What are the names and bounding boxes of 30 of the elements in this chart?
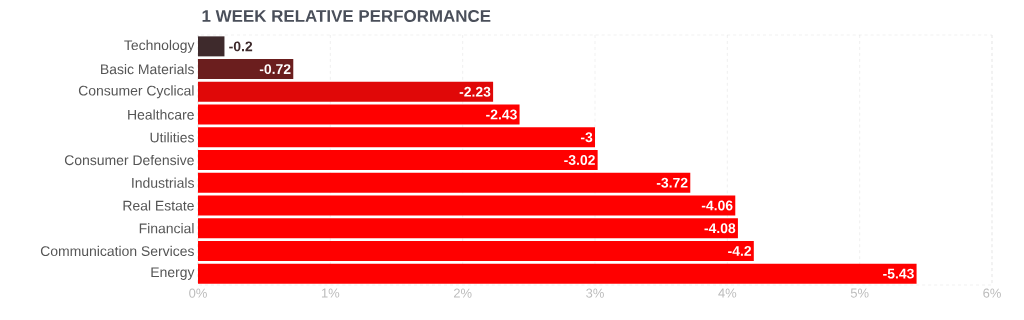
y-tick-label: Communication Services <box>40 245 194 257</box>
x-tick-label: 3% <box>586 288 604 298</box>
x-tick-label: 5% <box>850 288 869 298</box>
y-tick-label: Energy <box>151 267 195 280</box>
y-tick-label: Real Estate <box>123 200 194 211</box>
data-label: -3.02 <box>564 155 595 165</box>
data-label: -4.08 <box>704 223 736 234</box>
y-tick-label: Industrials <box>132 177 194 188</box>
y-tick-label: Basic Materials <box>101 63 194 75</box>
chart-title: 1 WEEK RELATIVE PERFORMANCE <box>202 10 491 22</box>
data-label: -5.43 <box>883 268 914 279</box>
data-label: -3 <box>580 132 593 143</box>
x-tick-label: 2% <box>453 288 472 298</box>
data-label: -3.72 <box>656 177 688 188</box>
data-label: -4.2 <box>728 246 752 256</box>
x-tick-label: 4% <box>718 288 737 298</box>
y-tick-label: Consumer Cyclical <box>78 85 194 99</box>
y-tick-label: Technology <box>124 39 195 53</box>
x-tick-label: 6% <box>983 288 1001 298</box>
data-label: -0.2 <box>229 41 253 52</box>
y-tick-label: Consumer Defensive <box>64 154 194 166</box>
data-label: -2.43 <box>486 109 517 120</box>
data-label: -4.06 <box>701 200 733 211</box>
data-label: -0.72 <box>259 64 291 75</box>
y-tick-label: Utilities <box>150 132 194 143</box>
data-label: -2.23 <box>459 86 491 97</box>
x-tick-label: 0% <box>189 288 207 298</box>
y-tick-label: Financial <box>139 223 194 234</box>
y-tick-label: Healthcare <box>128 109 194 120</box>
x-tick-label: 1% <box>321 288 340 298</box>
